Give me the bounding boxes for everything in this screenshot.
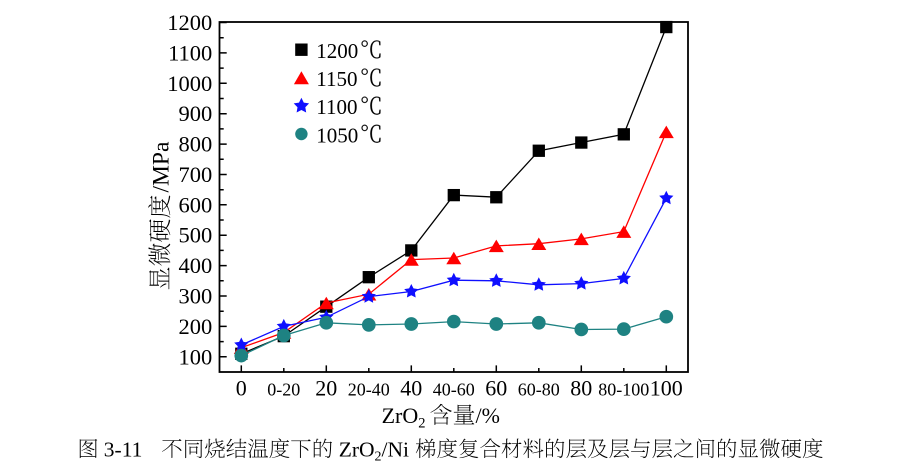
svg-text:ZrO: ZrO <box>382 403 419 428</box>
svg-text:20: 20 <box>315 376 337 401</box>
svg-text:/Ni: /Ni <box>382 438 410 462</box>
svg-text:700: 700 <box>179 162 213 187</box>
svg-text:3-11: 3-11 <box>104 438 143 462</box>
svg-text:60-80: 60-80 <box>518 380 560 400</box>
svg-text:0: 0 <box>236 376 247 401</box>
svg-text:1150: 1150 <box>316 67 357 91</box>
svg-text:60: 60 <box>485 376 507 401</box>
svg-text:40: 40 <box>400 376 422 401</box>
svg-text:300: 300 <box>179 284 213 309</box>
svg-text:80-100: 80-100 <box>598 380 649 400</box>
svg-text:800: 800 <box>179 132 213 157</box>
svg-text:/MPa: /MPa <box>149 141 175 192</box>
svg-text:200: 200 <box>179 314 213 339</box>
svg-text:ZrO: ZrO <box>339 438 375 462</box>
svg-text:1200: 1200 <box>316 39 358 63</box>
svg-text:100: 100 <box>179 344 213 369</box>
svg-text:/%: /% <box>476 403 500 428</box>
svg-text:500: 500 <box>179 223 213 248</box>
svg-text:0-20: 0-20 <box>267 380 300 400</box>
svg-text:100: 100 <box>650 376 683 401</box>
svg-text:20-40: 20-40 <box>348 380 390 400</box>
svg-text:40-60: 40-60 <box>433 380 475 400</box>
svg-text:1000: 1000 <box>167 71 212 96</box>
svg-text:2: 2 <box>418 416 425 432</box>
svg-text:1200: 1200 <box>167 10 212 35</box>
svg-text:1100: 1100 <box>316 95 357 119</box>
svg-text:80: 80 <box>570 376 592 401</box>
svg-text:900: 900 <box>179 101 213 126</box>
svg-text:1050: 1050 <box>316 123 358 147</box>
svg-text:2: 2 <box>375 450 382 465</box>
svg-text:600: 600 <box>179 192 213 217</box>
svg-text:400: 400 <box>179 253 213 278</box>
svg-text:1100: 1100 <box>168 40 212 65</box>
